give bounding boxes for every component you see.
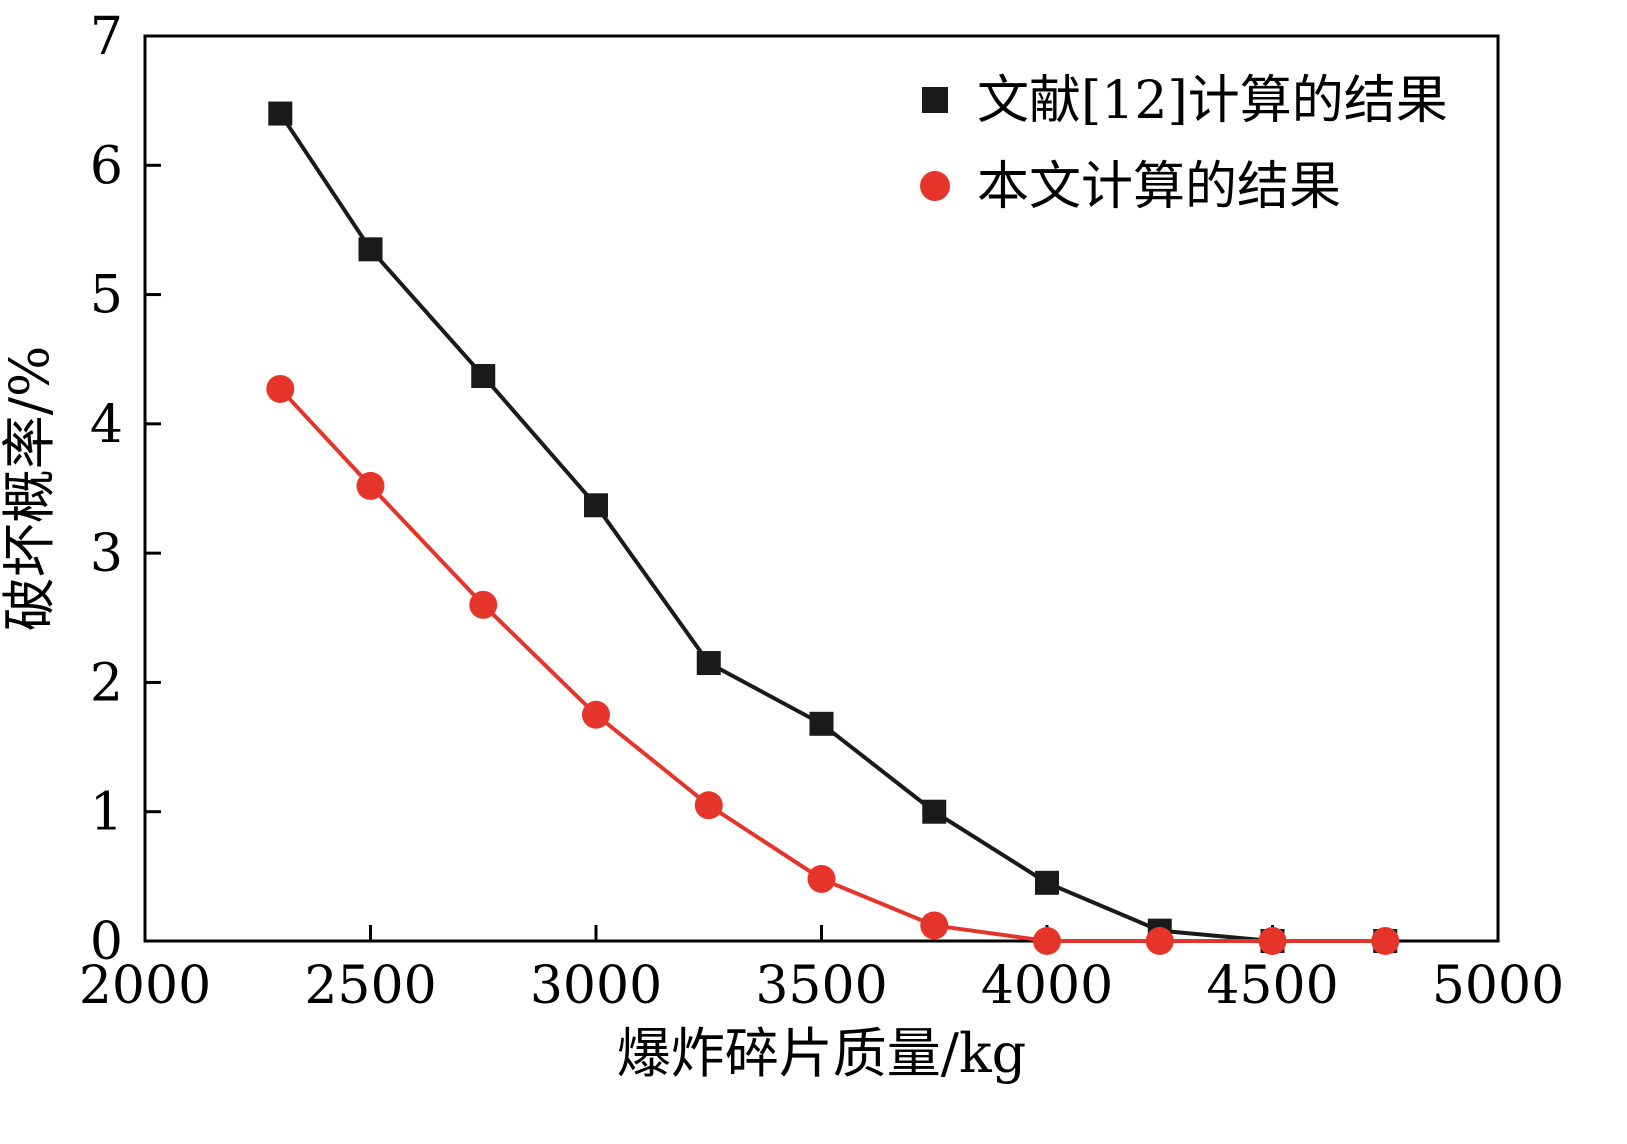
y-tick-label: 6 bbox=[90, 136, 123, 196]
data-point-marker bbox=[1371, 927, 1400, 955]
x-tick-label: 4500 bbox=[1206, 956, 1338, 1016]
legend-label: 本文计算的结果 bbox=[977, 157, 1341, 217]
x-tick-label: 2500 bbox=[304, 956, 436, 1016]
data-point-marker bbox=[471, 364, 496, 389]
x-tick-label: 5000 bbox=[1432, 956, 1564, 1016]
y-tick-label: 3 bbox=[90, 524, 123, 584]
data-point-marker bbox=[922, 799, 947, 824]
data-point-marker bbox=[584, 493, 608, 518]
data-point-marker bbox=[1258, 927, 1287, 955]
y-tick-label: 7 bbox=[90, 7, 123, 67]
x-tick-label: 3000 bbox=[530, 956, 662, 1016]
y-tick-label: 4 bbox=[90, 395, 123, 455]
legend-label: 文献[12]计算的结果 bbox=[977, 71, 1448, 131]
series-line bbox=[278, 112, 1386, 943]
data-point-marker bbox=[266, 374, 295, 403]
data-point-marker bbox=[1033, 927, 1061, 955]
legend-item: 本文计算的结果 bbox=[920, 157, 1341, 217]
x-axis-label: 爆炸碎片质量/kg bbox=[617, 1022, 1026, 1085]
data-point-marker bbox=[694, 791, 723, 820]
y-axis: 0 1 2 3 4 5 6 7 bbox=[90, 7, 161, 972]
data-point-marker bbox=[358, 237, 383, 262]
data-point-marker bbox=[696, 651, 721, 676]
y-tick-label: 1 bbox=[90, 783, 123, 843]
y-axis-label: 破坏概率/% bbox=[0, 346, 61, 632]
x-tick-label: 3500 bbox=[755, 956, 887, 1016]
data-point-marker bbox=[356, 471, 385, 500]
legend-circle-marker bbox=[920, 171, 950, 201]
y-tick-label: 5 bbox=[90, 266, 123, 326]
data-point-marker bbox=[1035, 870, 1059, 895]
data-point-marker bbox=[268, 101, 293, 126]
x-axis: 2000 2500 3000 3500 4000 4500 5000 bbox=[79, 925, 1564, 1016]
series-line bbox=[278, 387, 1386, 943]
data-point-marker bbox=[582, 700, 610, 729]
x-tick-label: 2000 bbox=[79, 956, 211, 1016]
data-point-marker bbox=[469, 590, 498, 619]
series-0 bbox=[268, 101, 1398, 953]
data-point-marker bbox=[807, 864, 836, 893]
data-point-marker bbox=[809, 711, 834, 736]
data-point-marker bbox=[920, 911, 949, 940]
legend-square-marker bbox=[922, 87, 948, 113]
x-tick-label: 4000 bbox=[981, 956, 1113, 1016]
data-point-marker bbox=[1145, 927, 1174, 955]
y-tick-label: 0 bbox=[90, 912, 123, 972]
series-1 bbox=[266, 374, 1400, 955]
y-tick-label: 2 bbox=[90, 653, 123, 713]
legend-item: 文献[12]计算的结果 bbox=[922, 71, 1448, 131]
